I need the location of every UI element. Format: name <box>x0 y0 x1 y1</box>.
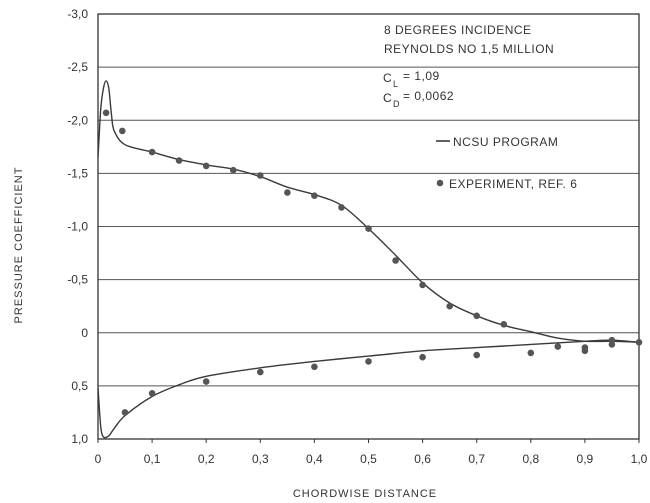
x-tick-label: 0,5 <box>360 452 377 466</box>
incidence-annotation: 8 DEGREES INCIDENCE <box>384 23 532 37</box>
y-tick-label: -2,5 <box>67 60 88 74</box>
legend-experiment-label: EXPERIMENT, REF. 6 <box>449 177 577 191</box>
lower-surface-curve <box>97 339 640 439</box>
x-tick-label: 0,3 <box>252 452 269 466</box>
x-tick-label: 1,0 <box>631 452 648 466</box>
legend-point-swatch <box>436 179 444 187</box>
cd-symbol: C <box>383 91 392 105</box>
experiment-point <box>148 390 156 397</box>
experiment-point <box>148 148 156 156</box>
experiment-point <box>473 312 481 320</box>
y-tick-label: -0,5 <box>67 273 88 287</box>
y-tick-label: 0 <box>81 326 88 340</box>
y-tick-label: -1,5 <box>67 166 88 180</box>
y-tick-label: -3,0 <box>67 7 88 21</box>
experiment-point <box>175 157 183 164</box>
experiment-point <box>257 172 264 179</box>
experiment-point <box>311 363 318 371</box>
experiment-point <box>311 192 318 199</box>
experiment-point <box>119 127 126 135</box>
x-tick-labels: 0 0,1 0,2 0,3 0,4 0,5 0,6 0,7 0,8 0,9 1,0 <box>95 439 648 466</box>
grid-lines <box>98 66 639 387</box>
experiment-points <box>102 109 643 416</box>
x-tick-label: 0,7 <box>468 452 485 466</box>
y-tick-label: 0,5 <box>71 379 88 393</box>
cl-subscript: L <box>393 79 398 89</box>
experiment-point <box>257 368 264 376</box>
x-tick-label: 0,1 <box>144 452 161 466</box>
y-tick-label: 1,0 <box>71 432 88 446</box>
y-tick-label: -2,0 <box>67 113 88 127</box>
experiment-point <box>419 353 426 361</box>
y-axis-title: PRESSURE COEFFICIENT <box>13 167 25 324</box>
experiment-point <box>284 189 291 196</box>
cd-value: = 0,0062 <box>403 89 454 103</box>
experiment-point <box>202 162 210 170</box>
experiment-point <box>635 339 643 346</box>
x-tick-label: 0,9 <box>577 452 594 466</box>
experiment-point <box>392 257 399 264</box>
x-axis-title: CHORDWISE DISTANCE <box>293 488 437 500</box>
experiment-point <box>365 358 372 365</box>
x-tick-label: 0,8 <box>522 452 539 466</box>
cl-value: = 1,09 <box>403 69 440 83</box>
experiment-point <box>102 109 110 117</box>
ncsu-program-curves <box>97 80 640 439</box>
legend-ncsu-label: NCSU PROGRAM <box>453 135 558 149</box>
experiment-point <box>500 321 508 328</box>
experiment-point <box>338 204 345 211</box>
experiment-point <box>121 409 129 416</box>
experiment-point <box>608 336 616 344</box>
experiment-point <box>554 343 562 350</box>
x-tick-label: 0,4 <box>306 452 323 466</box>
upper-surface-curve <box>97 80 640 343</box>
experiment-point <box>202 378 210 385</box>
cd-subscript: D <box>393 99 400 109</box>
y-tick-label: -1,0 <box>67 220 88 234</box>
x-tick-label: 0 <box>95 452 102 466</box>
cl-symbol: C <box>383 71 392 85</box>
x-tick-label: 0,6 <box>414 452 431 466</box>
reynolds-annotation: REYNOLDS NO 1,5 MILLION <box>384 42 554 56</box>
experiment-point <box>365 225 372 232</box>
experiment-point <box>230 166 237 174</box>
experiment-point <box>527 349 535 357</box>
experiment-point <box>419 281 426 289</box>
experiment-point <box>473 351 481 359</box>
experiment-point <box>446 302 454 310</box>
y-tick-labels: -3,0 -2,5 -2,0 -1,5 -1,0 -0,5 0 0,5 1,0 <box>67 7 88 446</box>
x-tick-label: 0,2 <box>198 452 215 466</box>
experiment-point <box>581 347 589 355</box>
